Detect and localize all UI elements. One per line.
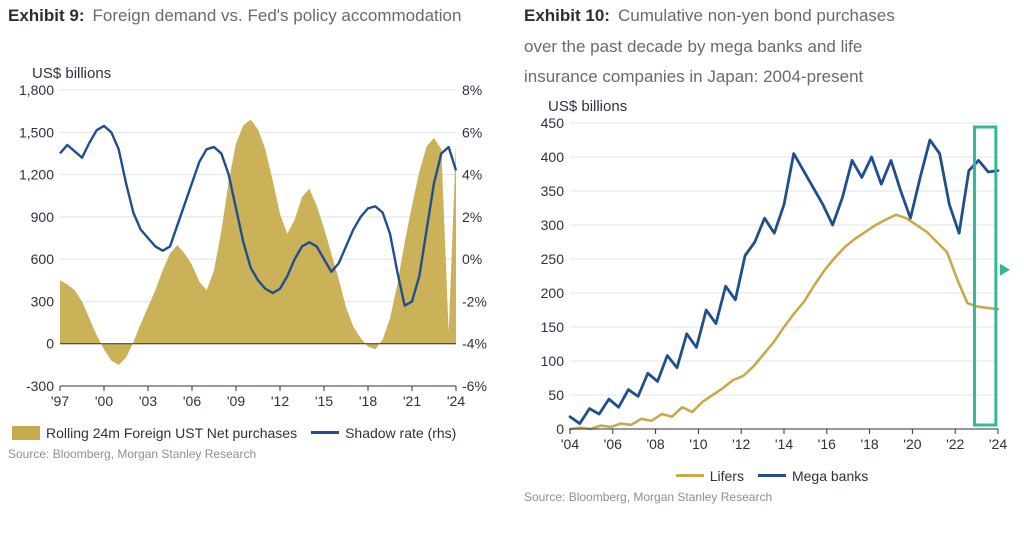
svg-text:-300: -300 xyxy=(26,378,54,394)
legend-label: Rolling 24m Foreign UST Net purchases xyxy=(46,425,297,441)
chart-svg: 0 50 100 150 200 250 300 350 400 450 '04 '06 '08 '10 '… xyxy=(524,117,1016,457)
svg-text:'10: '10 xyxy=(689,436,707,452)
svg-text:'03: '03 xyxy=(139,393,157,409)
svg-text:'12: '12 xyxy=(271,393,289,409)
exhibit-title-text: Cumulative non-yen bond purchases xyxy=(618,6,895,25)
legend-item-line: Shadow rate (rhs) xyxy=(311,425,456,441)
svg-text:-4%: -4% xyxy=(462,335,487,351)
svg-text:'18: '18 xyxy=(359,393,377,409)
svg-text:6%: 6% xyxy=(462,124,482,140)
svg-text:-2%: -2% xyxy=(462,293,487,309)
svg-text:900: 900 xyxy=(31,208,55,224)
svg-text:'18: '18 xyxy=(860,436,878,452)
legend-label: Mega banks xyxy=(792,468,868,484)
svg-text:'09: '09 xyxy=(227,393,245,409)
svg-text:1,200: 1,200 xyxy=(19,166,54,182)
svg-text:2%: 2% xyxy=(462,208,482,224)
svg-text:300: 300 xyxy=(541,217,565,233)
legend-item-lifers: Lifers xyxy=(676,468,744,484)
exhibit-10-panel: Exhibit 10: Cumulative non-yen bond purch… xyxy=(524,4,1016,504)
exhibit-10-chart: 0 50 100 150 200 250 300 350 400 450 '04 '06 '08 '10 '… xyxy=(524,117,1016,462)
exhibit-10-legend: Lifers Mega banks xyxy=(528,468,1016,484)
exhibit-9-chart: -300 0 300 600 900 1,200 1,500 1,800 -6% -4% -2% 0%… xyxy=(8,84,500,419)
svg-text:300: 300 xyxy=(31,293,55,309)
exhibit-label: Exhibit 9: xyxy=(8,6,85,25)
svg-text:'04: '04 xyxy=(561,436,579,452)
legend-label: Lifers xyxy=(710,468,744,484)
legend-item-area: Rolling 24m Foreign UST Net purchases xyxy=(12,425,297,441)
svg-text:-6%: -6% xyxy=(462,378,487,394)
svg-text:'15: '15 xyxy=(315,393,333,409)
exhibit-10-title-line1: Exhibit 10: Cumulative non-yen bond purch… xyxy=(524,4,1016,29)
svg-text:'12: '12 xyxy=(732,436,750,452)
svg-text:'06: '06 xyxy=(604,436,622,452)
chart-svg: -300 0 300 600 900 1,200 1,500 1,800 -6% -4% -2% 0%… xyxy=(8,84,500,414)
exhibit-10-title-line2: over the past decade by mega banks and l… xyxy=(524,35,1016,60)
svg-text:600: 600 xyxy=(31,251,55,267)
svg-text:'22: '22 xyxy=(946,436,964,452)
exhibit-title-text: Foreign demand vs. Fed's policy accommod… xyxy=(93,6,462,25)
svg-text:100: 100 xyxy=(541,353,565,369)
svg-text:1,800: 1,800 xyxy=(19,84,54,98)
svg-text:'08: '08 xyxy=(646,436,664,452)
svg-text:'06: '06 xyxy=(183,393,201,409)
exhibit-label: Exhibit 10: xyxy=(524,6,610,25)
exhibit-9-legend: Rolling 24m Foreign UST Net purchases Sh… xyxy=(12,425,500,441)
svg-text:'97: '97 xyxy=(51,393,69,409)
source-note: Source: Bloomberg, Morgan Stanley Resear… xyxy=(524,490,1016,504)
svg-text:0%: 0% xyxy=(462,251,482,267)
legend-swatch xyxy=(12,426,40,440)
y-axis-label-left: US$ billions xyxy=(32,65,500,82)
exhibit-10-title-line3: insurance companies in Japan: 2004-prese… xyxy=(524,65,1016,90)
y-axis-label: US$ billions xyxy=(548,98,1016,115)
svg-text:0: 0 xyxy=(46,335,54,351)
svg-text:250: 250 xyxy=(541,251,565,267)
svg-text:'00: '00 xyxy=(95,393,113,409)
svg-text:'16: '16 xyxy=(818,436,836,452)
exhibit-9-title: Exhibit 9: Foreign demand vs. Fed's polic… xyxy=(8,4,500,29)
svg-text:0: 0 xyxy=(556,421,564,437)
svg-text:'21: '21 xyxy=(403,393,421,409)
legend-swatch xyxy=(311,431,339,434)
svg-text:'14: '14 xyxy=(775,436,793,452)
svg-text:50: 50 xyxy=(548,387,564,403)
legend-item-mega-banks: Mega banks xyxy=(758,468,868,484)
svg-text:400: 400 xyxy=(541,149,565,165)
exhibit-9-panel: Exhibit 9: Foreign demand vs. Fed's polic… xyxy=(8,4,500,504)
svg-text:150: 150 xyxy=(541,319,565,335)
legend-swatch xyxy=(758,474,786,477)
svg-text:450: 450 xyxy=(541,117,565,131)
legend-label: Shadow rate (rhs) xyxy=(345,425,456,441)
svg-text:8%: 8% xyxy=(462,84,482,98)
svg-text:4%: 4% xyxy=(462,166,482,182)
svg-text:'20: '20 xyxy=(903,436,921,452)
source-note: Source: Bloomberg, Morgan Stanley Resear… xyxy=(8,447,500,461)
svg-text:200: 200 xyxy=(541,285,565,301)
svg-text:'24: '24 xyxy=(989,436,1007,452)
svg-text:350: 350 xyxy=(541,183,565,199)
legend-swatch xyxy=(676,474,704,477)
svg-text:1,500: 1,500 xyxy=(19,124,54,140)
svg-text:'24: '24 xyxy=(447,393,465,409)
